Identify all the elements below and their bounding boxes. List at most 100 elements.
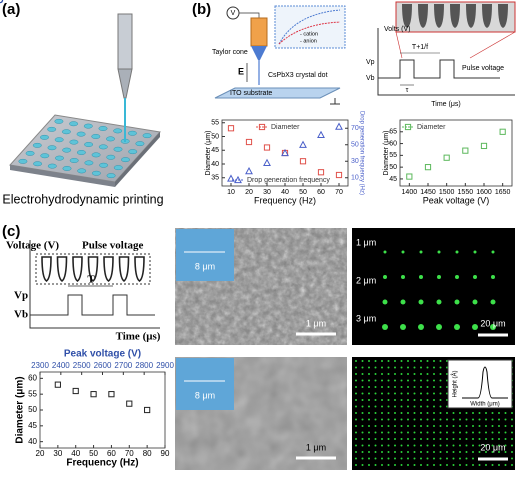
y-axis-title: Diameter (μm) [383, 131, 390, 176]
pl-dot [394, 438, 396, 440]
point [480, 142, 488, 150]
pl-dot [446, 464, 448, 466]
pl-dot [472, 299, 478, 305]
y-tick-label: 60 [389, 140, 397, 147]
pl-dot [368, 438, 370, 440]
pl-dot [374, 444, 377, 447]
droplet [103, 256, 114, 282]
pl-dot [472, 431, 474, 434]
axes [29, 240, 160, 329]
pl-dot [368, 405, 370, 408]
pl-dot [419, 275, 423, 279]
pl-dot [485, 425, 487, 427]
pl-dot [394, 444, 396, 447]
dot [77, 168, 87, 174]
pl-dot [394, 405, 396, 408]
dot [83, 123, 93, 129]
pl-dot [465, 464, 468, 466]
pl-dot [439, 405, 442, 408]
droplet [434, 4, 444, 28]
pl-dot [433, 373, 435, 375]
pl-dot [368, 444, 370, 447]
legend-label: Diameter [417, 124, 446, 131]
x-tick-label: 60 [317, 189, 325, 196]
pl-dot [355, 425, 357, 427]
pl-dot [498, 464, 500, 466]
pl-dot [361, 444, 364, 447]
pl-dot [381, 412, 383, 414]
pl-dot [407, 366, 409, 369]
pl-dot [361, 379, 364, 382]
inset-curve [278, 21, 341, 45]
pl-dot [413, 451, 416, 453]
dot [99, 162, 109, 168]
pl-dot [478, 418, 481, 421]
pl-dot [374, 360, 377, 362]
scale-label: 20 μm [480, 442, 505, 452]
pl-dot [394, 431, 396, 434]
pl-dot [387, 399, 390, 401]
pl-dot [387, 386, 390, 388]
pl-dot [465, 438, 468, 440]
pl-dot [433, 405, 435, 408]
pl-dot [355, 418, 357, 421]
dot [106, 154, 116, 160]
pl-dot [478, 438, 481, 440]
pl-dot [426, 418, 429, 421]
pl-dot [407, 373, 409, 375]
pl-dot [374, 457, 377, 460]
dot [76, 131, 86, 137]
y-tick-label: 50 [211, 133, 219, 140]
pl-dot [433, 412, 435, 414]
pl-dot [452, 431, 455, 434]
pl-dot [381, 366, 383, 369]
point [499, 128, 506, 135]
pl-dot [387, 360, 390, 362]
pl-dot [368, 451, 370, 453]
pl-dot [498, 418, 500, 421]
point [144, 406, 151, 414]
pl-dot [426, 457, 429, 460]
pl-dot [426, 451, 429, 453]
pl-dot [374, 464, 377, 466]
pl-dot [394, 425, 396, 427]
droplet [498, 4, 508, 28]
pl-image [352, 228, 515, 345]
pl-dot [355, 444, 357, 447]
pl-dot [498, 412, 500, 414]
pl-dot [511, 418, 513, 421]
dot [33, 161, 43, 167]
x-tick-label: 70 [125, 449, 134, 458]
dot [84, 142, 94, 147]
pl-dots [382, 250, 496, 330]
pl-dot [511, 451, 513, 453]
droplet [482, 4, 492, 28]
pl-dot [413, 366, 416, 369]
pl-dot [374, 392, 377, 395]
pl-dot [413, 386, 416, 388]
x-tick-label: 30 [53, 449, 62, 458]
pl-dot [490, 299, 496, 305]
link [395, 31, 403, 59]
vb-label: Vb [366, 75, 375, 82]
pl-dot [400, 386, 403, 388]
pl-dot [382, 299, 388, 305]
pl-dot [433, 425, 435, 427]
pl-dot [426, 399, 429, 401]
pl-dot [381, 360, 383, 362]
pl-dot [439, 386, 442, 388]
pl-dot [394, 386, 396, 388]
pl-dot [472, 464, 474, 466]
dot [40, 134, 49, 140]
pl-dot [426, 360, 429, 362]
pl-dot [387, 451, 390, 453]
pl-dot [491, 431, 494, 434]
pl-dot [433, 379, 435, 382]
pl-dot [355, 379, 357, 382]
pl-dot [504, 444, 507, 447]
pl-dot [459, 418, 461, 421]
point [406, 173, 413, 180]
pl-dot [383, 275, 387, 279]
pl-dot [490, 324, 496, 330]
